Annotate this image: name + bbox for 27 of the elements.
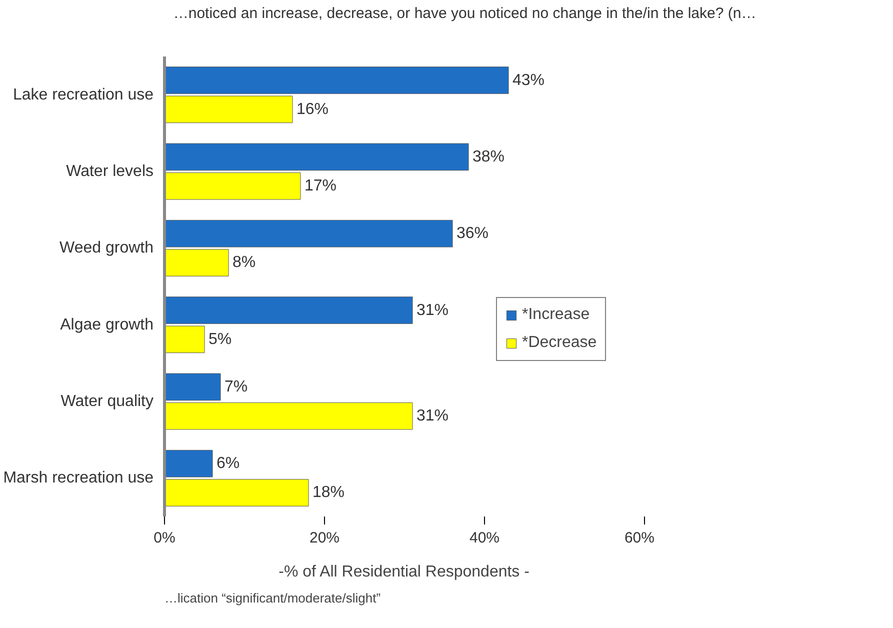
y-tick-label: Lake recreation use (12, 86, 154, 104)
y-tick-label: Algae growth (60, 316, 154, 334)
y-tick-label: Water levels (66, 163, 154, 180)
y-tick-label: Weed growth (60, 240, 154, 257)
x-tick-label: 20% (309, 530, 340, 546)
text: …lication “significant/moderate/slight” (164, 590, 381, 606)
x-tick-label: 60% (624, 530, 655, 546)
data-label: 31% (416, 408, 449, 425)
y-tick-label: Marsh recreation use (3, 470, 154, 487)
legend-label: *Decrease (522, 334, 597, 352)
data-label: 17% (304, 178, 337, 195)
data-label: 43% (512, 72, 545, 89)
legend-label: *Increase (522, 306, 590, 324)
y-tick-label: Water quality (60, 393, 154, 410)
data-label: 38% (472, 148, 505, 166)
data-label: 16% (296, 100, 329, 118)
x-tick-label: 40% (469, 530, 500, 546)
x-axis-title: -% of All Residential Respondents - (278, 564, 530, 580)
data-label: 6% (216, 455, 240, 472)
x-tick-label: 0% (154, 530, 176, 546)
data-label: 31% (416, 302, 449, 319)
data-label: 18% (312, 484, 345, 502)
data-label: 5% (208, 330, 232, 348)
data-label: 7% (224, 378, 248, 396)
data-label: 8% (232, 254, 256, 272)
data-label: 36% (456, 225, 489, 242)
chart-title: …noticed an increase, decrease, or have you noticed no change in the/in the lake? (n… (173, 5, 756, 22)
